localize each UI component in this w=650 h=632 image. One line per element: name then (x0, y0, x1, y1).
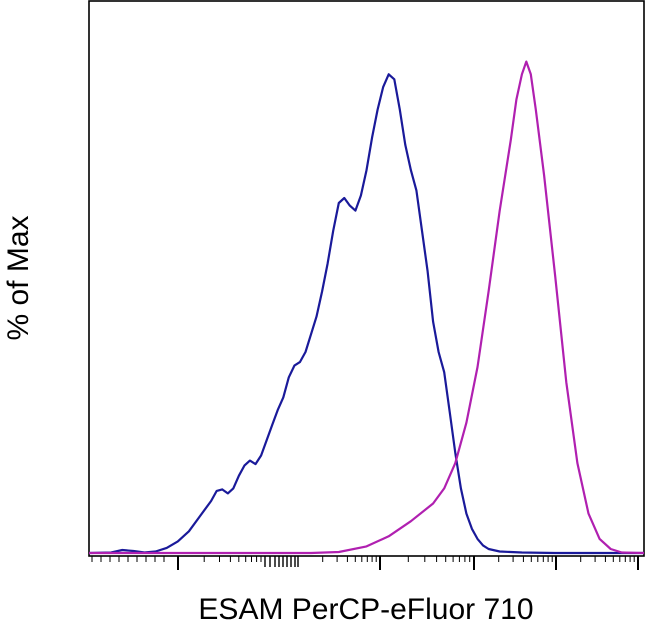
series-line-1 (88, 73, 644, 555)
plot-frame (88, 0, 645, 557)
x-axis-label: ESAM PerCP-eFluor 710 (198, 593, 533, 626)
series-layer (88, 60, 645, 555)
series-line-2 (89, 60, 645, 555)
x-axis-ticks (91, 556, 639, 570)
y-axis-label: % of Max (2, 215, 35, 340)
